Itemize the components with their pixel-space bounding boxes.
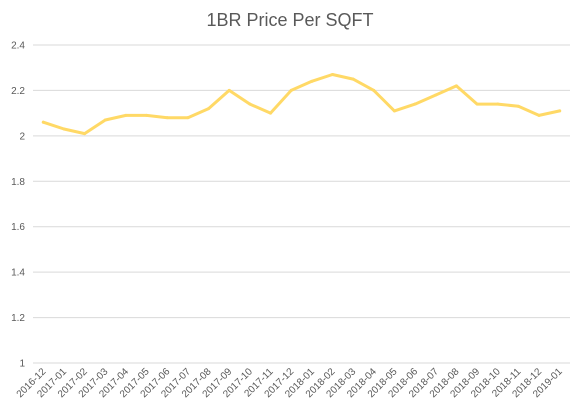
- data-point: [434, 93, 438, 97]
- data-point: [351, 77, 355, 81]
- data-point: [83, 132, 87, 136]
- y-tick-label: 1.6: [11, 222, 25, 233]
- data-point: [269, 111, 273, 115]
- data-point: [310, 79, 314, 83]
- y-tick-label: 2.4: [11, 41, 25, 52]
- series-line-0: [41, 73, 562, 136]
- gridlines: [33, 44, 570, 364]
- data-point: [516, 104, 520, 108]
- data-point: [558, 109, 562, 113]
- y-tick-label: 1: [19, 359, 25, 370]
- y-axis-ticks: 1 1.2 1.4 1.6 1.8 2 2.2 2.4: [11, 41, 25, 370]
- data-point: [475, 102, 479, 106]
- chart-title: 1BR Price Per SQFT: [206, 10, 373, 30]
- y-tick-label: 1.4: [11, 268, 25, 279]
- data-point: [103, 118, 107, 122]
- data-point: [165, 116, 169, 120]
- data-point: [330, 73, 334, 77]
- y-tick-label: 1.2: [11, 313, 25, 324]
- data-point: [248, 102, 252, 106]
- data-point: [186, 116, 190, 120]
- data-point: [41, 120, 45, 124]
- data-point: [227, 88, 231, 92]
- x-axis-ticks: 2016-122017-012017-022017-032017-042017-…: [15, 366, 565, 400]
- data-point: [413, 102, 417, 106]
- y-tick-label: 2: [19, 131, 25, 142]
- data-point: [289, 88, 293, 92]
- series-group: [41, 73, 562, 136]
- data-point: [145, 113, 149, 117]
- data-point: [207, 107, 211, 111]
- data-point: [62, 127, 66, 131]
- data-point: [537, 113, 541, 117]
- data-point: [392, 109, 396, 113]
- y-tick-label: 1.8: [11, 177, 25, 188]
- data-point: [454, 84, 458, 88]
- y-tick-label: 2.2: [11, 86, 25, 97]
- data-point: [496, 102, 500, 106]
- data-point: [372, 88, 376, 92]
- data-point: [124, 113, 128, 117]
